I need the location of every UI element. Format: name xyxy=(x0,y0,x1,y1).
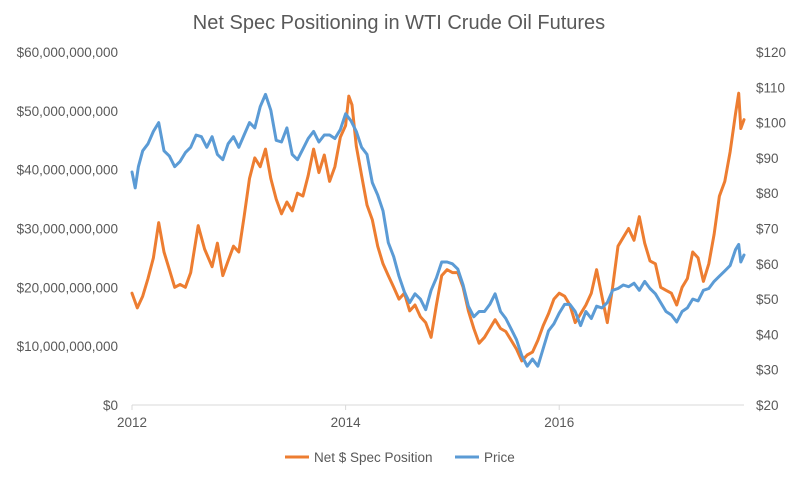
right-tick-label: $70 xyxy=(756,222,779,237)
right-tick-label: $40 xyxy=(756,327,779,342)
right-tick-label: $30 xyxy=(756,363,779,378)
right-tick-label: $110 xyxy=(756,80,785,95)
chart-title: Net Spec Positioning in WTI Crude Oil Fu… xyxy=(193,12,605,34)
right-tick-label: $50 xyxy=(756,292,779,307)
series-lines xyxy=(130,91,746,368)
right-axis-ticks: $20 $30 $40 $50 $60 $70 $80 $90 $100 $110 $120 xyxy=(756,45,786,413)
price-line xyxy=(130,92,746,368)
x-tick-label: 2016 xyxy=(544,415,574,430)
x-tick-label: 2014 xyxy=(331,415,362,430)
right-tick-label: $90 xyxy=(756,151,779,166)
left-tick-label: $20,000,000,000 xyxy=(17,280,118,295)
left-tick-label: $10,000,000,000 xyxy=(17,339,118,354)
x-axis-ticks: 2012 2014 2016 xyxy=(117,405,574,430)
left-tick-label: $50,000,000,000 xyxy=(17,104,118,119)
right-tick-label: $100 xyxy=(756,116,786,131)
left-tick-label: $0 xyxy=(103,398,118,413)
legend: Net $ Spec Position Price xyxy=(285,450,515,465)
right-tick-label: $60 xyxy=(756,257,779,272)
right-tick-label: $120 xyxy=(756,45,786,60)
right-tick-label: $80 xyxy=(756,186,779,201)
x-tick-label: 2012 xyxy=(117,415,147,430)
left-tick-label: $60,000,000,000 xyxy=(17,45,118,60)
legend-label: Price xyxy=(484,450,515,465)
right-tick-label: $20 xyxy=(756,398,779,413)
left-tick-label: $30,000,000,000 xyxy=(17,222,118,237)
left-axis-ticks: $0 $10,000,000,000 $20,000,000,000 $30,000,… xyxy=(17,45,118,413)
left-tick-label: $40,000,000,000 xyxy=(17,163,118,178)
net-spec-position-line xyxy=(130,91,746,363)
legend-label: Net $ Spec Position xyxy=(314,450,433,465)
